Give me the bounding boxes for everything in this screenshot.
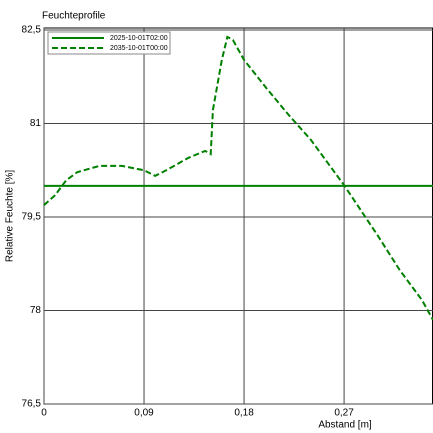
- legend-label: 2025-10-01T02:00: [110, 35, 168, 42]
- y-tick-label: 81: [30, 118, 42, 129]
- plot-area: [43, 27, 433, 405]
- chart-title: Feuchteprofile: [42, 11, 106, 22]
- y-axis-label: Relative Feuchte [%]: [5, 170, 16, 262]
- y-tick-label: 82,5: [22, 25, 42, 36]
- x-tick-label: 0: [41, 408, 47, 419]
- x-tick-label: 0,18: [234, 408, 254, 419]
- y-tick-label: 78: [30, 305, 42, 316]
- x-axis-label: Abstand [m]: [318, 420, 372, 431]
- y-tick-label: 76,5: [22, 399, 42, 410]
- data-line: [43, 35, 433, 321]
- x-tick-label: 0,27: [334, 408, 354, 419]
- x-tick-label: 0,09: [134, 408, 154, 419]
- legend-label: 2035-10-01T00:00: [110, 45, 168, 52]
- y-tick-label: 79,5: [22, 212, 42, 223]
